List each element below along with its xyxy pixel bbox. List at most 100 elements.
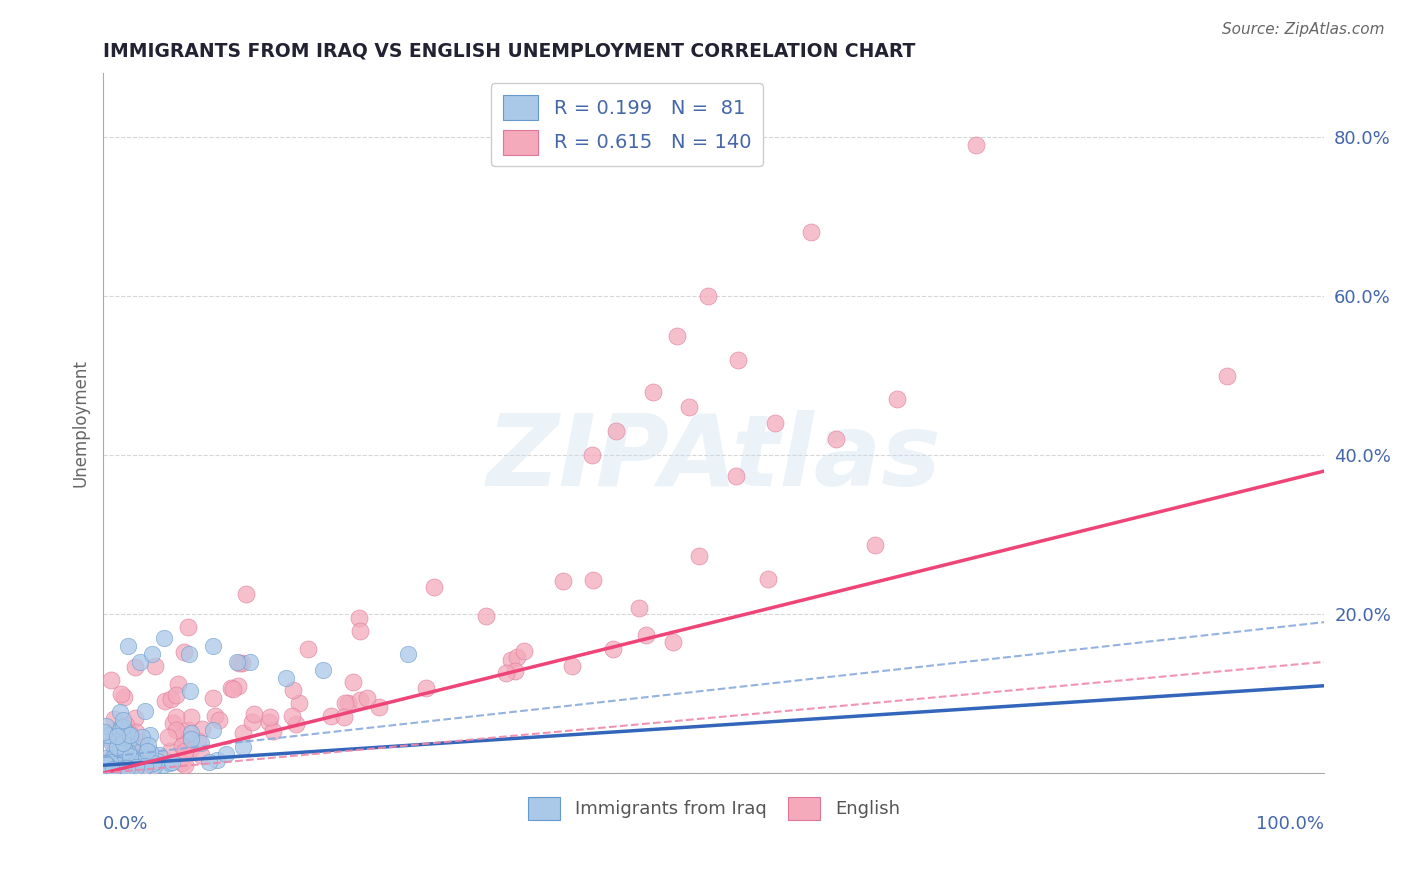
Point (174, 744, 197, 758)
Point (165, 710, 187, 724)
Point (103, 758, 125, 772)
Point (513, 644, 536, 658)
Point (641, 384, 664, 399)
Point (165, 723, 187, 737)
Point (228, 657, 250, 671)
Point (142, 756, 165, 770)
Point (114, 739, 136, 754)
Point (226, 679, 249, 693)
Point (243, 706, 266, 721)
Point (134, 705, 156, 719)
Point (190, 736, 212, 750)
Point (112, 720, 135, 734)
Point (321, 709, 343, 723)
Point (94, 764, 117, 778)
Point (117, 761, 139, 775)
Point (174, 736, 197, 750)
Point (115, 760, 138, 774)
Point (180, 726, 202, 740)
Point (204, 709, 226, 723)
Point (124, 660, 146, 674)
Point (145, 754, 167, 768)
Point (666, 328, 689, 343)
Point (167, 677, 190, 691)
Point (136, 747, 159, 761)
Point (94, 756, 117, 770)
Point (138, 745, 160, 759)
Point (131, 752, 153, 766)
Point (125, 752, 148, 766)
Point (108, 705, 131, 719)
Point (117, 746, 139, 760)
Point (105, 760, 128, 774)
Point (103, 723, 125, 738)
Point (503, 664, 526, 678)
Point (110, 720, 132, 734)
Point (134, 764, 156, 779)
Point (135, 764, 157, 779)
Point (94, 751, 117, 765)
Point (120, 732, 142, 747)
Point (111, 736, 134, 750)
Point (108, 723, 131, 737)
Point (678, 401, 700, 415)
Point (121, 748, 143, 763)
Point (1215, 368, 1237, 383)
Point (125, 759, 148, 773)
Point (141, 754, 163, 768)
Point (627, 601, 650, 615)
Point (696, 289, 718, 303)
Point (150, 751, 173, 765)
Point (201, 723, 224, 738)
Point (283, 683, 305, 698)
Point (105, 740, 128, 755)
Point (226, 655, 249, 669)
Point (662, 635, 685, 649)
Point (222, 681, 245, 696)
Point (863, 538, 886, 552)
Point (94, 763, 117, 777)
Point (177, 620, 200, 634)
Point (101, 734, 124, 748)
Point (114, 760, 136, 774)
Point (342, 675, 364, 690)
Point (190, 747, 212, 762)
Point (131, 750, 153, 764)
Point (124, 752, 146, 766)
Point (561, 659, 583, 673)
Point (173, 645, 195, 659)
Point (475, 609, 498, 624)
Point (312, 663, 335, 677)
Point (202, 639, 225, 653)
Point (636, 627, 658, 641)
Point (121, 765, 143, 780)
Point (110, 761, 132, 775)
Point (187, 734, 209, 748)
Point (159, 744, 181, 758)
Point (159, 756, 181, 770)
Point (143, 759, 166, 773)
Point (172, 727, 194, 741)
Point (98, 755, 121, 769)
Point (505, 649, 527, 664)
Point (115, 756, 138, 771)
Point (100, 673, 122, 687)
Point (201, 691, 224, 706)
Point (333, 696, 356, 710)
Point (141, 647, 163, 661)
Point (398, 647, 420, 661)
Point (117, 639, 139, 653)
Point (605, 424, 627, 438)
Point (191, 723, 214, 737)
Point (100, 756, 122, 770)
Point (180, 731, 202, 746)
Point (110, 752, 132, 766)
Point (242, 714, 264, 729)
Point (104, 742, 127, 756)
Point (134, 748, 156, 763)
Point (239, 655, 262, 669)
Point (347, 611, 370, 625)
Point (105, 754, 128, 768)
Point (120, 749, 142, 764)
Point (125, 724, 148, 739)
